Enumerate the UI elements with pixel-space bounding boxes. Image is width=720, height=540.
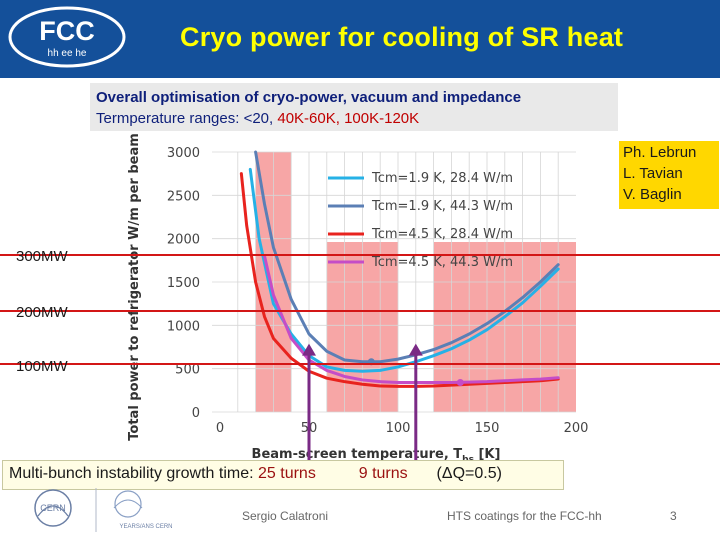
info-line-1: Overall optimisation of cryo-power, vacu… [96, 89, 522, 106]
legend-label: Tcm=4.5 K, 44.3 W/m [371, 255, 513, 270]
minimum-marker [367, 358, 375, 366]
growth-25-turns: 25 turns [258, 465, 316, 482]
footer-author: Sergio Calatroni [242, 509, 329, 523]
x-tick-label: 0 [216, 421, 224, 436]
logo-text-bottom: hh ee he [48, 48, 87, 59]
range-40-60: 40K-60K, [277, 110, 340, 127]
label-300mw: 300MW [16, 248, 68, 265]
range-100-120: 100K-120K [344, 110, 420, 127]
range-prefix: Termperature ranges: <20, [96, 110, 274, 127]
y-tick-label: 2000 [167, 233, 200, 248]
y-tick-label: 1500 [167, 276, 200, 291]
page-number: 3 [670, 509, 677, 523]
slide-header: FCC hh ee he Cryo power for cooling of S… [0, 0, 720, 78]
x-axis-label-main: Beam-screen temperature, T [252, 447, 463, 462]
minimum-marker [456, 379, 464, 387]
info-box: Overall optimisation of cryo-power, vacu… [90, 83, 618, 131]
slide-title: Cryo power for cooling of SR heat [180, 22, 624, 52]
fcc-logo: FCC hh ee he [8, 6, 126, 68]
x-tick-label: 150 [475, 421, 500, 436]
x-tick-label: 200 [564, 421, 589, 436]
delta-q-value: (ΔQ=0.5) [436, 465, 502, 482]
y-tick-label: 500 [175, 363, 200, 378]
years-cern-text: YEARS/ANS CERN [119, 524, 172, 530]
cern-logos: CERN YEARS/ANS CERN [34, 488, 173, 532]
y-axis-label: Total power to refrigerator W/m per beam… [127, 134, 142, 441]
series-line [239, 172, 560, 388]
series-line [248, 167, 560, 373]
series-line [263, 254, 560, 385]
cern-logo-text: CERN [40, 503, 66, 513]
growth-9-turns: 9 turns [358, 465, 408, 482]
footer-talk-title: HTS coatings for the FCC-hh [447, 509, 602, 523]
legend-label: Tcm=1.9 K, 44.3 W/m [371, 199, 513, 214]
author-credit: Ph. Lebrun L. Tavian V. Baglin [619, 141, 719, 209]
x-tick-label: 50 [301, 421, 318, 436]
credit-name-1: Ph. Lebrun [623, 144, 697, 161]
growth-time-box: Multi-bunch instability growth time: 25 … [2, 460, 564, 490]
label-200mw: 200MW [16, 304, 68, 321]
growth-label: Multi-bunch instability growth time: [9, 465, 254, 482]
y-tick-label: 3000 [167, 146, 200, 161]
years-cern-logo: YEARS/ANS CERN [113, 490, 173, 530]
credit-name-3: V. Baglin [623, 186, 682, 203]
y-tick-label: 1000 [167, 319, 200, 334]
y-tick-label: 2500 [167, 189, 200, 204]
x-tick-label: 100 [386, 421, 411, 436]
cryo-power-chart: 0 500 1000 1500 2000 2500 3000 0 50 100 150 200 Tc… [96, 134, 616, 480]
x-axis-label-unit: [K] [474, 447, 500, 462]
label-100mw: 100MW [16, 358, 68, 375]
y-tick-label: 0 [192, 406, 200, 421]
info-line-2: Termperature ranges: <20, 40K-60K, 100K-… [96, 110, 419, 127]
logo-text-top: FCC [39, 16, 95, 46]
legend-label: Tcm=1.9 K, 28.4 W/m [371, 171, 513, 186]
legend-label: Tcm=4.5 K, 28.4 W/m [371, 227, 513, 242]
cern-logo: CERN [34, 489, 72, 527]
credit-name-2: L. Tavian [623, 165, 683, 182]
